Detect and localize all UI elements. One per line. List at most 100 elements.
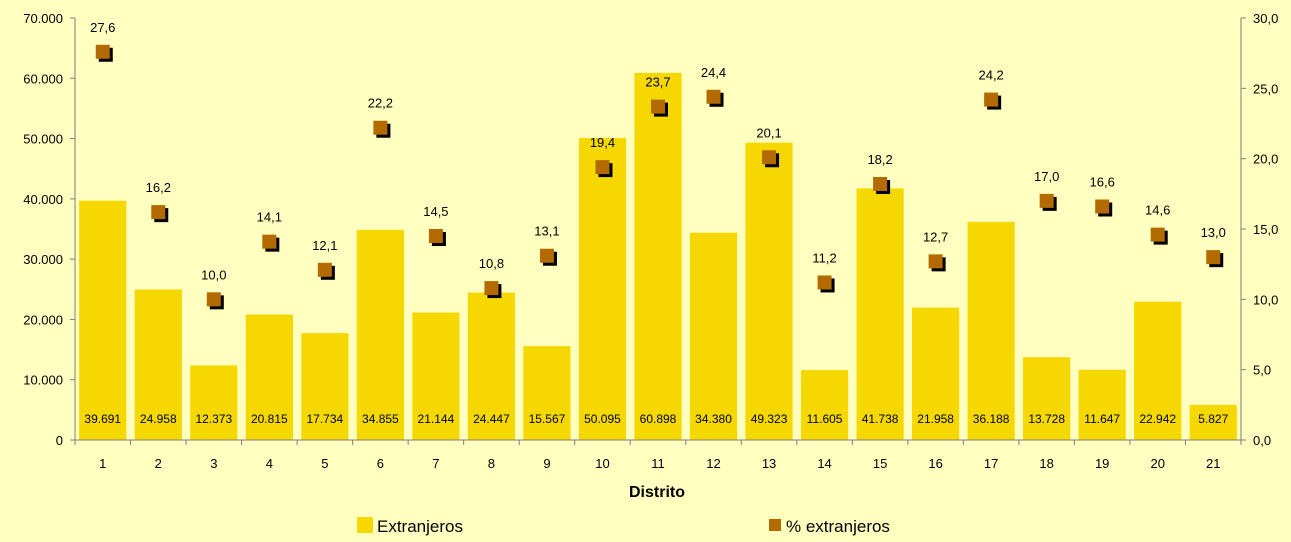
pct-marker-7 (428, 229, 443, 244)
x-tick-label-15: 15 (873, 456, 887, 471)
axes: 0 10.000 20.000 30.000 40.000 50.000 60.000 70.… (23, 11, 1278, 471)
x-tick-label-10: 10 (595, 456, 609, 471)
y-right-tick-label-4: 20,0 (1253, 152, 1278, 167)
bar-3 (190, 365, 238, 440)
pct-marker-13 (762, 150, 777, 165)
bar-label-5: 17.734 (307, 412, 344, 426)
bar-1 (79, 200, 127, 440)
bar-label-18: 13.728 (1028, 412, 1065, 426)
x-axis-title: Distrito (629, 484, 685, 501)
x-tick-label-19: 19 (1095, 456, 1109, 471)
x-tick-label-4: 4 (266, 456, 273, 471)
pct-marker-18 (1039, 193, 1054, 208)
bar-label-1: 39.691 (84, 412, 121, 426)
pct-label-13: 20,1 (756, 125, 781, 140)
pct-label-3: 10,0 (201, 267, 226, 282)
bar-15 (856, 188, 904, 440)
pct-label-1: 27,6 (90, 20, 115, 35)
y-left-tick-label-1: 10.000 (23, 373, 63, 388)
pct-marker-14 (817, 275, 832, 290)
bar-label-3: 12.373 (195, 412, 232, 426)
pct-marker-4 (262, 234, 277, 249)
x-tick-label-3: 3 (210, 456, 217, 471)
bar-label-13: 49.323 (751, 412, 788, 426)
pct-label-5: 12,1 (312, 238, 337, 253)
pct-label-4: 14,1 (257, 210, 282, 225)
x-tick-label-14: 14 (817, 456, 831, 471)
pct-marker-17 (984, 92, 999, 107)
bar-16 (912, 307, 960, 440)
pct-marker-16 (928, 254, 943, 269)
pct-label-10: 19,4 (590, 135, 615, 150)
bar-4 (245, 314, 293, 440)
pct-label-14: 11,2 (812, 250, 836, 265)
pct-label-20: 14,6 (1145, 203, 1170, 218)
bar-5 (301, 333, 349, 440)
bar-12 (689, 232, 738, 440)
x-tick-label-5: 5 (321, 456, 328, 471)
x-tick-label-1: 1 (99, 456, 106, 471)
y-left-tick-label-6: 60.000 (23, 71, 63, 86)
bar-18 (1023, 357, 1071, 440)
pct-marker-5 (317, 262, 332, 277)
x-tick-label-6: 6 (377, 456, 384, 471)
x-tick-label-17: 17 (984, 456, 998, 471)
bar-20 (1134, 301, 1182, 440)
y-right-tick-label-5: 25,0 (1253, 81, 1278, 96)
pct-marker-20 (1150, 227, 1165, 242)
y-left-tick-label-0: 0 (56, 433, 63, 448)
pct-label-17: 24,2 (978, 68, 1003, 83)
pct-label-21: 13,0 (1201, 225, 1226, 240)
pct-marker-3 (206, 292, 221, 307)
bar-6 (356, 229, 404, 440)
pct-label-19: 16,6 (1090, 174, 1115, 189)
x-tick-label-21: 21 (1206, 456, 1220, 471)
bar-label-19: 11.647 (1084, 412, 1120, 426)
x-tick-label-13: 13 (762, 456, 776, 471)
x-tick-label-7: 7 (432, 456, 439, 471)
bar-9 (523, 346, 571, 440)
bar-13 (745, 142, 793, 440)
bar-2 (134, 289, 182, 440)
pct-value-labels: 27,6 16,2 10,0 14,1 12,1 22,2 14,5 10,8 13,1 19,4… (90, 20, 1226, 283)
bar-10 (578, 137, 627, 440)
pct-marker-19 (1095, 199, 1110, 214)
y-right-tick-label-6: 30,0 (1253, 11, 1278, 26)
pct-marker-1 (95, 44, 110, 59)
pct-label-7: 14,5 (423, 204, 448, 219)
pct-marker-21 (1206, 250, 1221, 265)
pct-marker-10 (595, 160, 610, 175)
legend: Extranjeros % extranjeros (357, 517, 890, 536)
bar-label-8: 24.447 (473, 412, 510, 426)
pct-label-9: 13,1 (534, 224, 559, 239)
x-tick-label-8: 8 (488, 456, 495, 471)
bar-label-10: 50.095 (584, 412, 621, 426)
x-tick-label-9: 9 (543, 456, 550, 471)
y-left-tick-label-4: 40.000 (23, 192, 63, 207)
bar-17 (967, 221, 1015, 440)
pct-label-11: 23,7 (645, 75, 670, 90)
pct-marker-2 (151, 205, 166, 220)
pct-label-2: 16,2 (146, 180, 171, 195)
bar-8 (467, 292, 516, 440)
x-tick-label-16: 16 (928, 456, 942, 471)
x-tick-label-11: 11 (651, 456, 665, 471)
bar-19 (1078, 369, 1126, 440)
y-left-tick-label-2: 20.000 (23, 312, 63, 327)
bar-label-12: 34.380 (695, 412, 732, 426)
bar-21 (1189, 404, 1237, 440)
legend-swatch-extranjeros (357, 517, 373, 533)
bar-label-15: 41.738 (862, 412, 899, 426)
bar-label-17: 36.188 (973, 412, 1010, 426)
bar-11 (634, 72, 682, 440)
bar-label-20: 22.942 (1139, 412, 1176, 426)
x-tick-label-18: 18 (1039, 456, 1053, 471)
y-right-tick-label-0: 0,0 (1253, 433, 1271, 448)
x-tick-label-2: 2 (155, 456, 162, 471)
bar-series (79, 72, 1237, 440)
legend-label-extranjeros: Extranjeros (377, 517, 463, 536)
pct-series (95, 44, 1224, 310)
pct-marker-12 (706, 89, 721, 104)
